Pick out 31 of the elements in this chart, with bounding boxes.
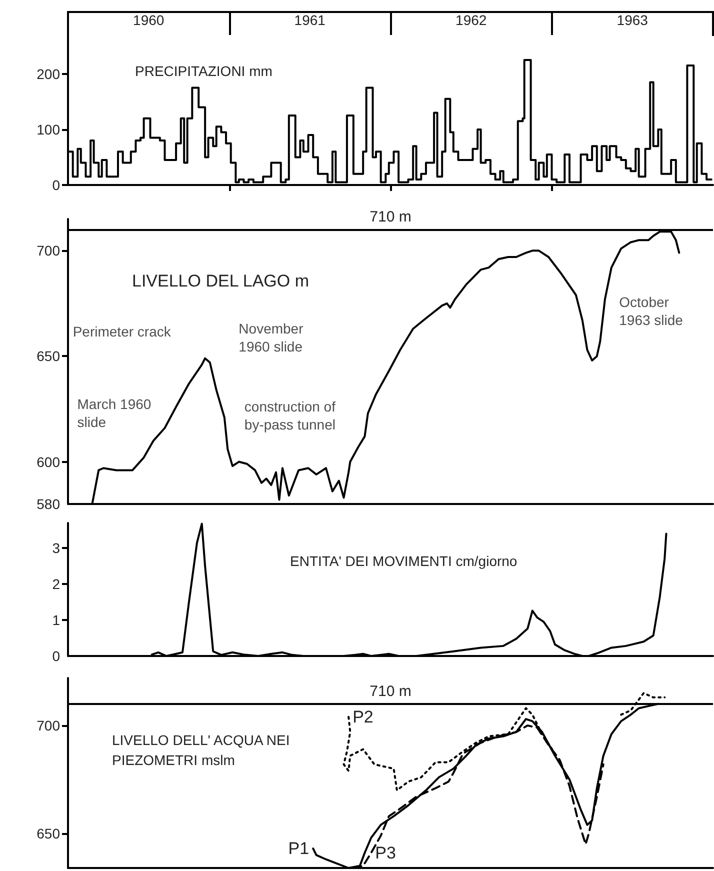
y-tick-label: 700 — [36, 718, 60, 734]
x-tick-label: 1962 — [456, 12, 487, 28]
annotation: March 1960 slide — [77, 396, 156, 430]
x-tick-label: 1961 — [294, 12, 326, 28]
y-tick-label: 0 — [52, 648, 60, 664]
text: ENTITA' DEI MOVIMENTI cm/giorno — [290, 553, 518, 569]
y-tick-label: 700 — [36, 242, 60, 259]
y-tick-label: 1 — [52, 612, 60, 628]
annotation: November 1960 slide — [238, 320, 308, 354]
y-tick-label: 200 — [36, 66, 60, 82]
text: PRECIPITAZIONI mm — [135, 63, 272, 79]
y-tick-label: 650 — [36, 348, 60, 364]
y-tick-label: 3 — [52, 540, 60, 556]
annotation: construction of by-pass tunnel — [244, 398, 340, 432]
series-label: P3 — [375, 843, 396, 862]
y-tick-label: 100 — [36, 121, 60, 138]
y-tick-label: 600 — [36, 454, 60, 470]
y-tick-label: 580 — [36, 496, 60, 512]
y-tick-label: 2 — [52, 576, 60, 592]
series-label: P1 — [288, 839, 310, 858]
x-tick-label: 1960 — [133, 12, 164, 28]
annotation: October 1963 slide — [619, 294, 684, 328]
annotation: Perimeter crack — [72, 323, 172, 340]
y-tick-label: 650 — [36, 825, 60, 842]
text: LIVELLO DEL LAGO m — [132, 272, 309, 290]
y-tick-label: 0 — [52, 177, 60, 193]
x-tick-label: 1963 — [616, 12, 648, 28]
series-label: P2 — [352, 707, 374, 726]
ref-line-label: 710 m — [370, 682, 412, 700]
ref-line-label: 710 m — [370, 208, 412, 226]
text: LIVELLO DELL' ACQUA NEI PIEZOMETRI mslm — [112, 732, 294, 768]
